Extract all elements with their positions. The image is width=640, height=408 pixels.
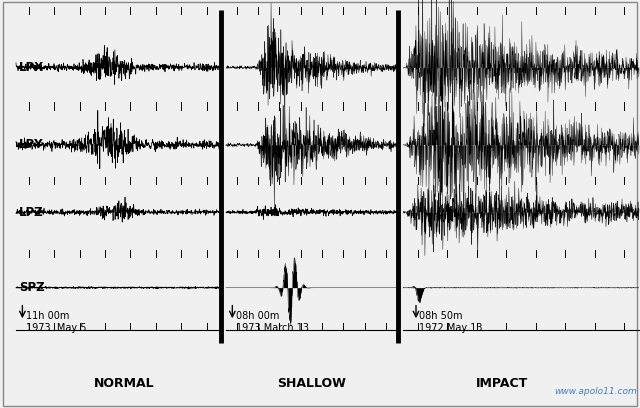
- Text: 11h 00m: 11h 00m: [26, 311, 69, 321]
- Text: 1973 March 13: 1973 March 13: [236, 323, 308, 333]
- Text: LPY: LPY: [19, 138, 44, 151]
- Text: www.apolo11.com: www.apolo11.com: [554, 387, 637, 396]
- Text: LPZ: LPZ: [19, 206, 44, 219]
- Text: IMPACT: IMPACT: [476, 377, 528, 390]
- Text: 1972 May 13: 1972 May 13: [419, 323, 483, 333]
- Text: NORMAL: NORMAL: [94, 377, 154, 390]
- Text: 08h 00m: 08h 00m: [236, 311, 279, 321]
- Text: SHALLOW: SHALLOW: [277, 377, 346, 390]
- Text: 08h 50m: 08h 50m: [419, 311, 463, 321]
- Text: 1973  May 5: 1973 May 5: [26, 323, 86, 333]
- Text: SPZ: SPZ: [19, 281, 45, 294]
- Text: LPX: LPX: [19, 61, 44, 74]
